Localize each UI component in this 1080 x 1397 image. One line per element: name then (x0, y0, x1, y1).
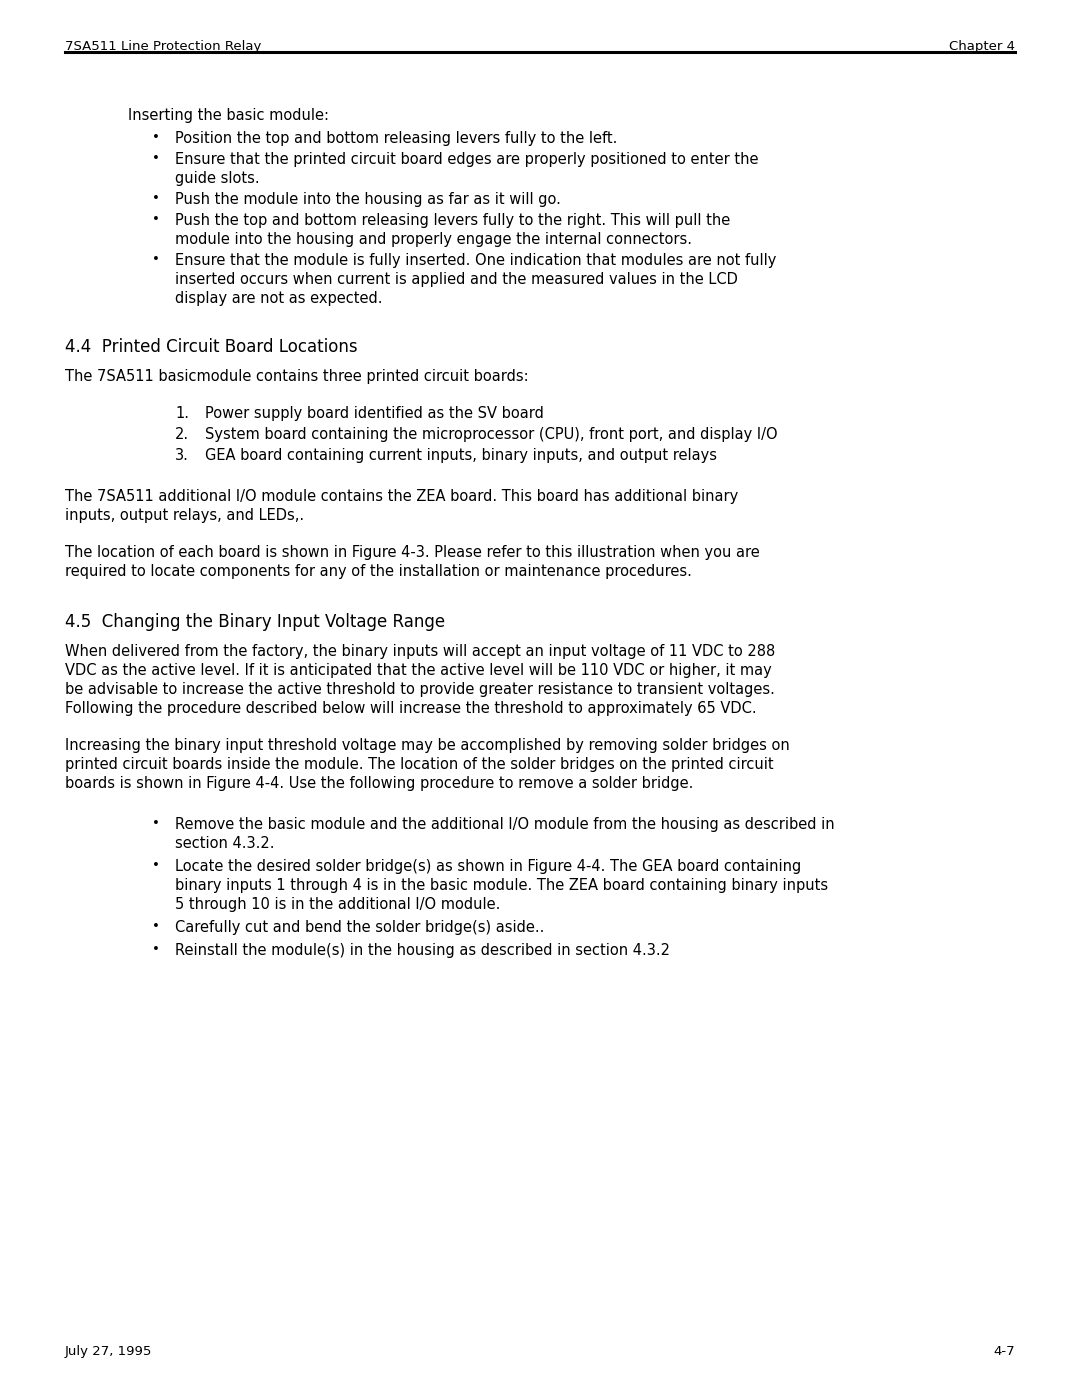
Text: VDC as the active level. If it is anticipated that the active level will be 110 : VDC as the active level. If it is antici… (65, 664, 772, 678)
Text: Remove the basic module and the additional I/O module from the housing as descri: Remove the basic module and the addition… (175, 817, 835, 833)
Text: inserted occurs when current is applied and the measured values in the LCD: inserted occurs when current is applied … (175, 272, 738, 286)
Text: The location of each board is shown in Figure 4-3. Please refer to this illustra: The location of each board is shown in F… (65, 545, 759, 560)
Text: Power supply board identified as the SV board: Power supply board identified as the SV … (205, 407, 544, 420)
Text: Carefully cut and bend the solder bridge(s) aside..: Carefully cut and bend the solder bridge… (175, 921, 544, 935)
Text: 4.4  Printed Circuit Board Locations: 4.4 Printed Circuit Board Locations (65, 338, 357, 356)
Text: •: • (152, 859, 160, 872)
Text: 2.: 2. (175, 427, 189, 441)
Text: The 7SA511 basicmodule contains three printed circuit boards:: The 7SA511 basicmodule contains three pr… (65, 369, 528, 384)
Text: boards is shown in Figure 4-4. Use the following procedure to remove a solder br: boards is shown in Figure 4-4. Use the f… (65, 775, 693, 791)
Text: Ensure that the printed circuit board edges are properly positioned to enter the: Ensure that the printed circuit board ed… (175, 152, 758, 168)
Text: be advisable to increase the active threshold to provide greater resistance to t: be advisable to increase the active thre… (65, 682, 774, 697)
Text: guide slots.: guide slots. (175, 170, 259, 186)
Text: •: • (152, 817, 160, 830)
Text: •: • (152, 212, 160, 226)
Text: •: • (152, 943, 160, 956)
Text: When delivered from the factory, the binary inputs will accept an input voltage : When delivered from the factory, the bin… (65, 644, 775, 659)
Text: Push the top and bottom releasing levers fully to the right. This will pull the: Push the top and bottom releasing levers… (175, 212, 730, 228)
Text: •: • (152, 131, 160, 144)
Text: 5 through 10 is in the additional I/O module.: 5 through 10 is in the additional I/O mo… (175, 897, 500, 912)
Text: display are not as expected.: display are not as expected. (175, 291, 382, 306)
Text: required to locate components for any of the installation or maintenance procedu: required to locate components for any of… (65, 564, 692, 578)
Text: 4.5  Changing the Binary Input Voltage Range: 4.5 Changing the Binary Input Voltage Ra… (65, 613, 445, 631)
Text: 1.: 1. (175, 407, 189, 420)
Text: •: • (152, 921, 160, 933)
Text: •: • (152, 191, 160, 205)
Text: Locate the desired solder bridge(s) as shown in Figure 4-4. The GEA board contai: Locate the desired solder bridge(s) as s… (175, 859, 801, 875)
Text: •: • (152, 253, 160, 265)
Text: Position the top and bottom releasing levers fully to the left.: Position the top and bottom releasing le… (175, 131, 618, 147)
Text: module into the housing and properly engage the internal connectors.: module into the housing and properly eng… (175, 232, 692, 247)
Text: Ensure that the module is fully inserted. One indication that modules are not fu: Ensure that the module is fully inserted… (175, 253, 777, 268)
Text: July 27, 1995: July 27, 1995 (65, 1345, 152, 1358)
Text: binary inputs 1 through 4 is in the basic module. The ZEA board containing binar: binary inputs 1 through 4 is in the basi… (175, 877, 828, 893)
Text: Reinstall the module(s) in the housing as described in section 4.3.2: Reinstall the module(s) in the housing a… (175, 943, 670, 958)
Text: Following the procedure described below will increase the threshold to approxima: Following the procedure described below … (65, 701, 757, 717)
Text: section 4.3.2.: section 4.3.2. (175, 835, 274, 851)
Text: GEA board containing current inputs, binary inputs, and output relays: GEA board containing current inputs, bin… (205, 448, 717, 462)
Text: Chapter 4: Chapter 4 (949, 41, 1015, 53)
Text: Push the module into the housing as far as it will go.: Push the module into the housing as far … (175, 191, 561, 207)
Text: •: • (152, 152, 160, 165)
Text: inputs, output relays, and LEDs,.: inputs, output relays, and LEDs,. (65, 509, 305, 522)
Text: System board containing the microprocessor (CPU), front port, and display I/O: System board containing the microprocess… (205, 427, 778, 441)
Text: Inserting the basic module:: Inserting the basic module: (129, 108, 329, 123)
Text: printed circuit boards inside the module. The location of the solder bridges on : printed circuit boards inside the module… (65, 757, 773, 773)
Text: 7SA511 Line Protection Relay: 7SA511 Line Protection Relay (65, 41, 261, 53)
Text: 3.: 3. (175, 448, 189, 462)
Text: 4-7: 4-7 (994, 1345, 1015, 1358)
Text: The 7SA511 additional I/O module contains the ZEA board. This board has addition: The 7SA511 additional I/O module contain… (65, 489, 739, 504)
Text: Increasing the binary input threshold voltage may be accomplished by removing so: Increasing the binary input threshold vo… (65, 738, 789, 753)
